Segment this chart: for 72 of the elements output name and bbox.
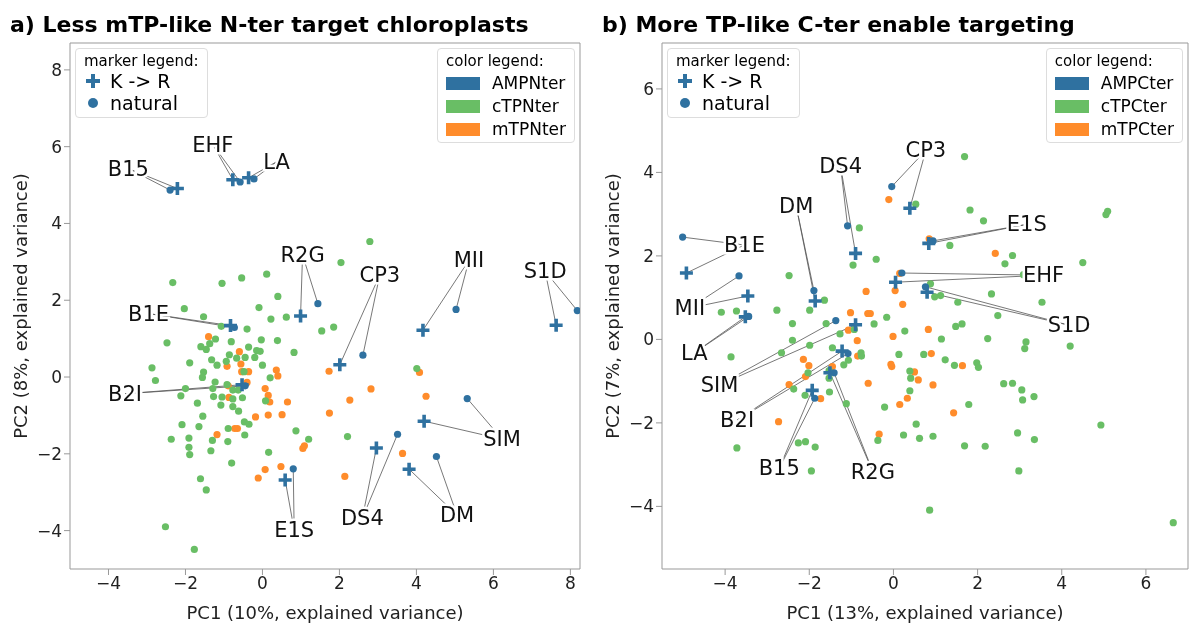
y-tick-label: 4 [51,213,62,234]
annotation: S1D [523,259,567,284]
y-tick-label: 6 [51,136,62,157]
y-axis-title: PC2 (7%, explained variance) [601,173,623,439]
legend-label: mTPCter [1100,119,1174,139]
legend-label: cTPCter [1100,96,1167,116]
x-tick-label: 2 [334,573,345,594]
annotation: DM [439,503,475,528]
y-tick-label: 0 [51,367,62,388]
legend-title: color legend: [445,52,545,70]
annotation: E1S [274,517,315,542]
x-tick-label: 2 [972,573,984,594]
x-tick-label: −4 [712,573,738,594]
x-tick-label: −4 [95,573,122,594]
x-tick-label: 0 [257,573,268,594]
annotation: DM [779,193,814,218]
annotation: B15 [758,456,800,481]
annotation: E1S [1006,212,1047,237]
legend-label: K -> R [110,70,171,92]
annotation: B1E [127,301,170,326]
legend-label: natural [702,92,770,114]
y-tick-label: 8 [51,59,62,80]
x-tick-label: 6 [487,573,499,594]
x-tick-label: 4 [1056,573,1068,594]
annotation: LA [681,340,709,365]
annotation: B15 [107,156,149,181]
legend-label: K -> R [702,70,763,92]
x-tick-label: −2 [796,573,822,594]
annotation: EHF [1022,263,1065,288]
x-axis-title: PC1 (10%, explained variance) [186,602,464,623]
x-tick-label: 6 [1140,573,1152,594]
annotation: SIM [483,427,521,452]
y-tick-label: 6 [643,78,654,99]
annotation: R2G [280,242,325,267]
legend-label: mTPNter [491,119,566,139]
annotation: EHF [192,132,234,157]
chart-title: a) Less mTP-like N-ter target chloroplasts [10,12,529,37]
legend-title: color legend: [1054,52,1154,70]
x-tick-label: 8 [564,573,576,594]
annotation: LA [263,149,291,174]
x-tick-label: 4 [411,573,422,594]
y-tick-label: 4 [643,162,654,183]
annotation: B2I [720,408,755,433]
x-tick-label: −2 [172,573,198,594]
annotation: MII [674,295,706,320]
annotation: SIM [700,372,739,397]
chart-title: b) More TP-like C-ter enable targeting [602,12,1075,37]
annotation: marker legend: [676,52,791,70]
x-tick-label: 0 [888,573,899,594]
annotation: B2I [108,381,143,406]
legend-label: cTPNter [491,96,559,116]
legend-label: natural [110,92,178,114]
annotation: CP3 [905,138,947,163]
annotation: AMPCter [1100,73,1174,93]
annotation: marker legend: [84,52,199,70]
annotation: R2G [850,459,896,484]
annotation: DS4 [819,154,863,179]
y-tick-label: 0 [643,329,654,350]
y-tick-label: −4 [628,496,654,517]
x-axis-title: PC1 (13%, explained variance) [786,602,1064,623]
y-tick-label: −4 [36,520,62,541]
annotation: AMPNter [491,73,566,93]
y-axis-title: PC2 (8%, explained variance) [9,173,31,439]
y-tick-label: −2 [36,443,62,464]
annotation: CP3 [359,262,401,287]
annotation: B1E [723,233,765,258]
y-tick-label: 2 [51,290,62,311]
annotation: MII [453,248,485,273]
y-tick-label: 2 [643,245,654,266]
y-tick-label: −2 [628,412,654,433]
annotation: DS4 [340,506,384,531]
annotation: S1D [1047,313,1091,338]
